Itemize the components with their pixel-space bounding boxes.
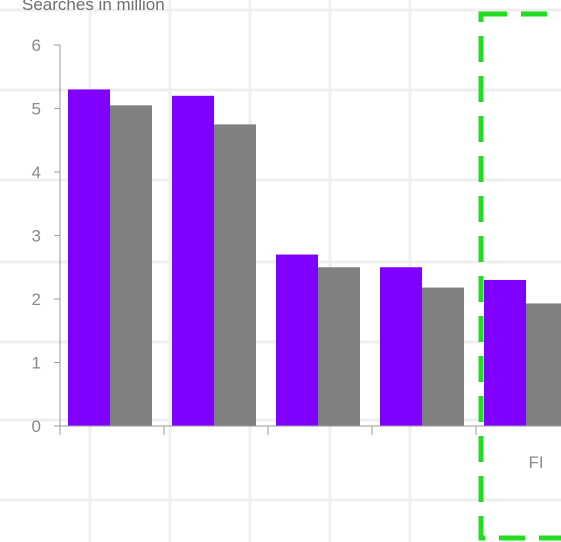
y-tick-label: 5	[32, 100, 41, 119]
y-tick-label: 4	[32, 163, 41, 182]
axis-layer: 0 1 2 3 4 5 6 FI	[32, 36, 561, 472]
bar-series-2	[526, 303, 561, 426]
bar-series-1	[276, 254, 318, 426]
y-tick-label: 2	[32, 290, 41, 309]
x-tick-label: FI	[528, 453, 543, 472]
bar-series-1	[68, 89, 110, 426]
bar-series-1	[380, 267, 422, 426]
bar-series-1	[484, 279, 526, 426]
y-tick-label: 0	[32, 417, 41, 436]
bar-series-2	[422, 287, 464, 426]
y-tick-label: 1	[32, 354, 41, 373]
bar-series-2	[214, 124, 256, 426]
y-axis-title: Searches in million	[22, 0, 165, 14]
highlight-box	[478, 11, 561, 541]
y-tick-label: 6	[32, 36, 41, 55]
bar-series-2	[110, 105, 152, 426]
bars-layer	[68, 89, 561, 427]
y-tick-label: 3	[32, 227, 41, 246]
bar-series-2	[318, 267, 360, 426]
bar-series-1	[172, 95, 214, 427]
